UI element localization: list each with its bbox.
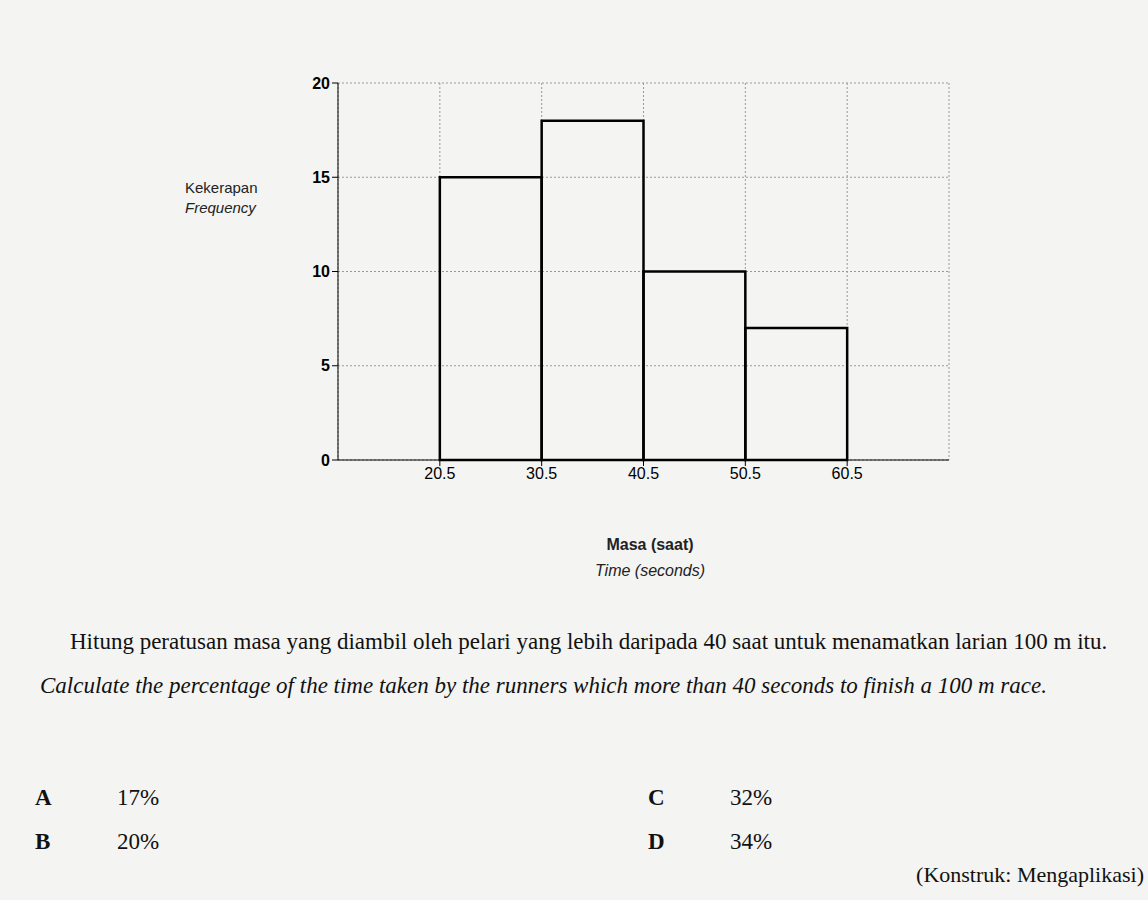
html-text:B: B: [35, 829, 51, 854]
svg-text:20.5: 20.5: [424, 465, 455, 482]
svg-text:0: 0: [321, 452, 330, 469]
html-text:34%: 34%: [730, 829, 773, 854]
html-text:20%: 20%: [117, 829, 160, 854]
svg-text:50.5: 50.5: [730, 465, 761, 482]
svg-text:40.5: 40.5: [628, 465, 659, 482]
html-text:D: D: [648, 829, 665, 854]
svg-text:30.5: 30.5: [526, 465, 557, 482]
html-text:Frequency: Frequency: [185, 199, 256, 216]
svg-text:20: 20: [312, 75, 330, 92]
svg-text:5: 5: [321, 357, 330, 374]
html-text:Time (seconds): Time (seconds): [594, 562, 705, 579]
html-text:Kekerapan: Kekerapan: [185, 179, 258, 196]
html-text:C: C: [648, 785, 665, 810]
html-text:Calculate the percentage of th: Calculate the percentage of the time tak…: [40, 673, 1047, 698]
html-text:(Konstruk: Mengaplikasi): (Konstruk: Mengaplikasi): [916, 862, 1144, 887]
svg-text:60.5: 60.5: [832, 465, 863, 482]
svg-text:15: 15: [312, 169, 330, 186]
html-text:17%: 17%: [117, 785, 160, 810]
html-text:Hitung peratusan masa yang dia: Hitung peratusan masa yang diambil oleh …: [70, 629, 1108, 654]
svg-text:10: 10: [312, 263, 330, 280]
html-text:32%: 32%: [730, 785, 773, 810]
html-text:Masa (saat): Masa (saat): [606, 536, 694, 553]
html-text:A: A: [35, 785, 52, 810]
